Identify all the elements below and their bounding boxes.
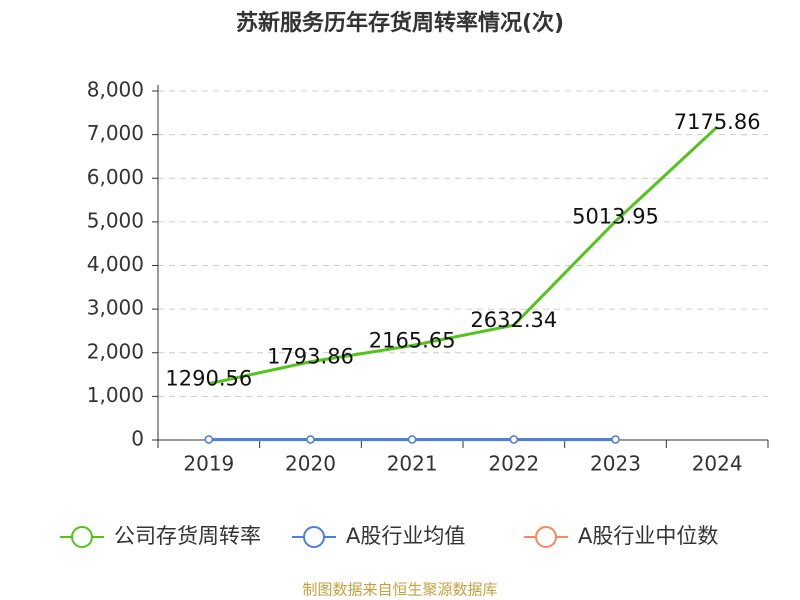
x-tick-label: 2023 bbox=[590, 452, 641, 476]
x-tick-label: 2022 bbox=[488, 452, 539, 476]
series-line bbox=[208, 125, 719, 386]
chart-title: 苏新服务历年存货周转率情况(次) bbox=[236, 10, 564, 36]
y-tick-label: 2,000 bbox=[87, 339, 144, 363]
x-tick-label: 2021 bbox=[387, 452, 438, 476]
data-label: 1793.86 bbox=[267, 345, 354, 369]
point bbox=[407, 435, 417, 444]
x-tick-label: 2024 bbox=[692, 452, 743, 476]
point bbox=[306, 435, 315, 444]
x-tick-label: 2019 bbox=[183, 452, 234, 476]
data-label: 1290.56 bbox=[165, 367, 252, 391]
point bbox=[611, 435, 620, 444]
legend-label: A股行业均值 bbox=[346, 524, 465, 548]
x-tick-label: 2020 bbox=[285, 452, 336, 476]
legend-label: A股行业中位数 bbox=[578, 524, 718, 548]
data-label: 2632.34 bbox=[470, 308, 557, 332]
y-tick-label: 3,000 bbox=[87, 296, 144, 320]
point bbox=[509, 435, 519, 444]
y-tick-label: 0 bbox=[131, 427, 144, 451]
point bbox=[204, 435, 214, 444]
y-tick-label: 7,000 bbox=[87, 121, 144, 145]
data-label: 5013.95 bbox=[572, 204, 659, 228]
legend-symbol bbox=[71, 526, 93, 548]
data-label: 2165.65 bbox=[369, 329, 456, 353]
legend-symbol bbox=[535, 526, 557, 548]
legend-symbol bbox=[303, 526, 325, 548]
y-tick-label: 1,000 bbox=[87, 383, 144, 407]
source-note: 制图数据来自恒生聚源数据库 bbox=[302, 581, 497, 599]
data-label: 7175.86 bbox=[674, 110, 761, 134]
legend-label: 公司存货周转率 bbox=[114, 524, 261, 548]
y-tick-label: 5,000 bbox=[87, 208, 144, 232]
y-tick-label: 6,000 bbox=[87, 165, 144, 189]
y-tick-label: 4,000 bbox=[87, 252, 144, 276]
y-tick-label: 8,000 bbox=[87, 78, 144, 102]
